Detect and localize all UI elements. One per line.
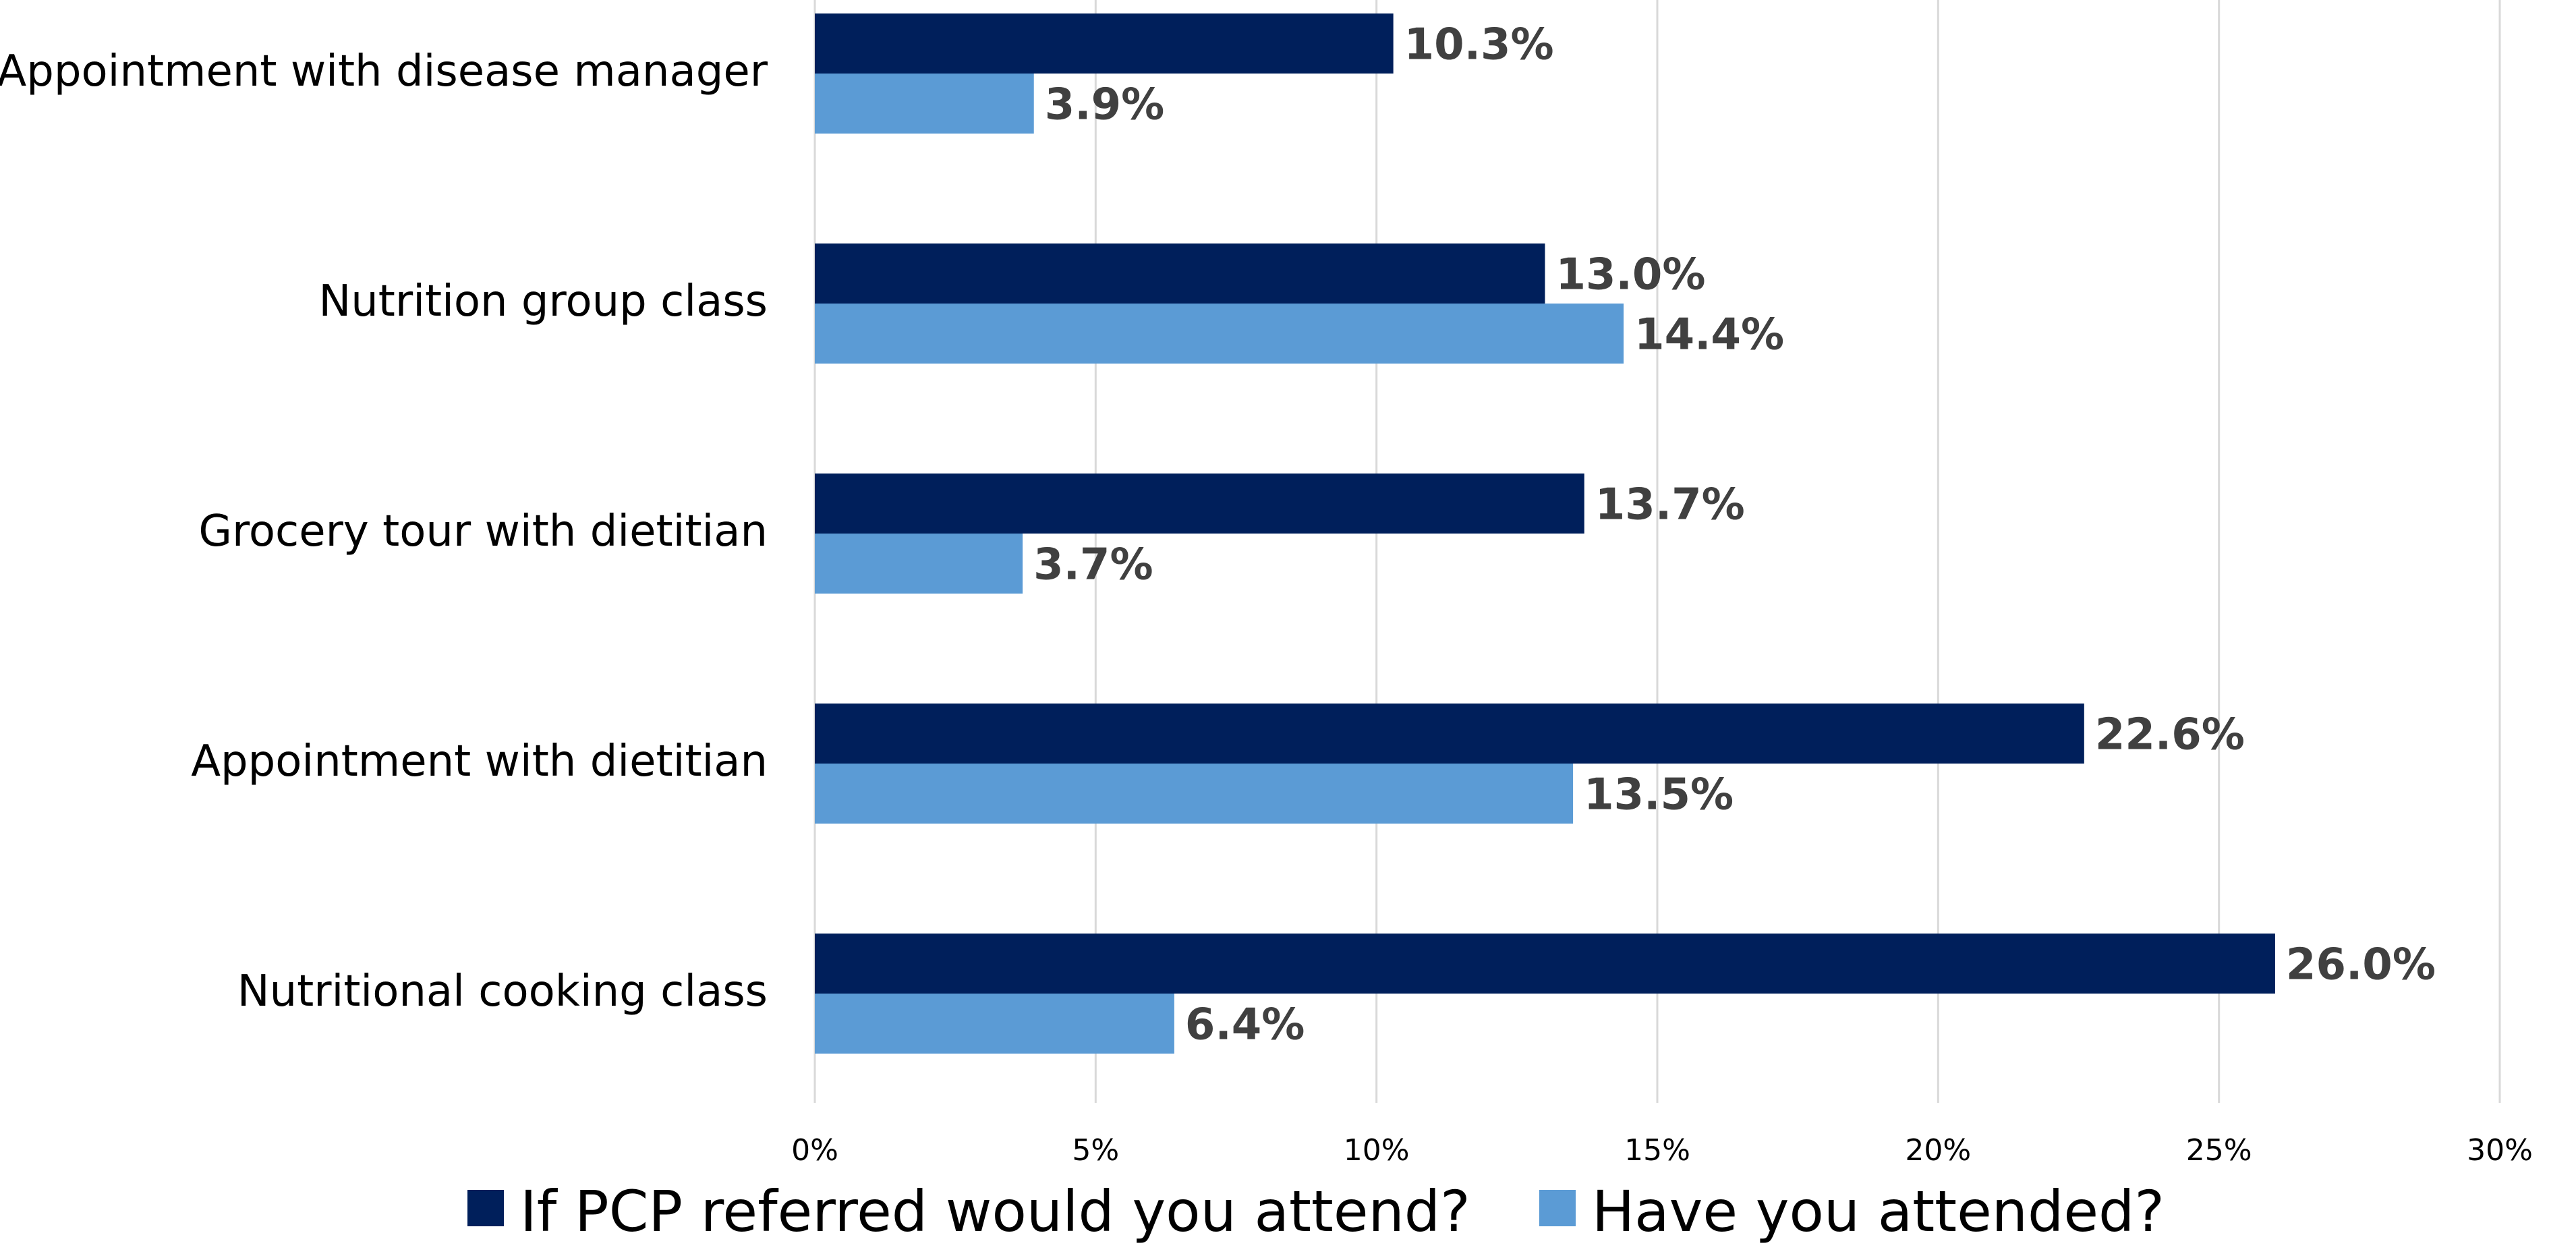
category-label: Appointment with dietitian (191, 737, 768, 786)
bar-attended (815, 74, 1034, 134)
bar-would-attend (815, 13, 1394, 74)
bar-would-attend (815, 244, 1545, 304)
data-label: 13.0% (1555, 250, 1705, 300)
legend-swatch (1539, 1190, 1576, 1226)
x-tick-label: 15% (1624, 1133, 1690, 1168)
bar-attended (815, 764, 1574, 824)
labels: 0% 5% 10% 15% 20% 25% 30% Appointment with dise… (0, 20, 2533, 1168)
category-label: Nutrition group class (318, 277, 768, 326)
x-tick-label: 25% (2186, 1133, 2252, 1168)
legend-swatch (467, 1190, 504, 1226)
data-label: 3.7% (1033, 540, 1153, 590)
category-label: Nutritional cooking class (237, 967, 768, 1016)
data-label: 3.9% (1045, 80, 1165, 130)
bar-would-attend (815, 474, 1584, 534)
data-label: 13.7% (1595, 480, 1745, 530)
category-label: Appointment with disease manager (0, 47, 768, 96)
bar-attended (815, 304, 1624, 364)
legend-label: Have you attended? (1592, 1178, 2165, 1244)
x-tick-label: 0% (791, 1133, 838, 1168)
x-tick-label: 5% (1072, 1133, 1119, 1168)
x-tick-label: 20% (1905, 1133, 1971, 1168)
data-label: 22.6% (2095, 710, 2245, 760)
bar-would-attend (815, 704, 2084, 764)
data-label: 26.0% (2286, 940, 2436, 990)
bar-attended (815, 994, 1174, 1054)
data-label: 10.3% (1404, 20, 1554, 70)
bar-attended (815, 534, 1023, 594)
legend-label: If PCP referred would you attend? (520, 1178, 1470, 1244)
bar-would-attend (815, 934, 2275, 994)
data-label: 6.4% (1185, 1000, 1305, 1050)
data-label: 14.4% (1634, 310, 1784, 360)
legend: If PCP referred would you attend? Have yo… (467, 1178, 2165, 1244)
x-tick-label: 10% (1344, 1133, 1410, 1168)
category-label: Grocery tour with dietitian (198, 507, 768, 556)
x-tick-label: 30% (2467, 1133, 2533, 1168)
gridlines (813, 0, 2501, 1103)
data-label: 13.5% (1584, 770, 1734, 820)
bars (815, 13, 2275, 1054)
